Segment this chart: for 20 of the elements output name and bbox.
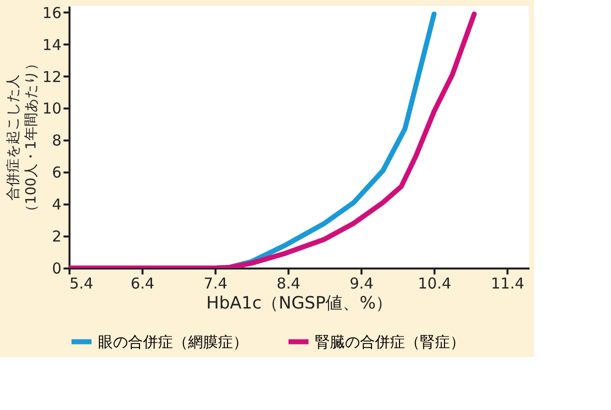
x-tick-label: 5.4 <box>70 274 94 292</box>
x-tick-label: 8.4 <box>276 274 300 292</box>
x-axis-title: HbA1c（NGSP値、%） <box>206 294 393 314</box>
x-tick-label: 11.4 <box>490 274 524 292</box>
y-tick-label: 12 <box>42 68 62 86</box>
legend-label: 腎臓の合併症（腎症） <box>315 332 465 351</box>
y-tick-label: 2 <box>52 228 62 246</box>
y-tick-label: 8 <box>52 132 62 150</box>
y-tick-label: 0 <box>52 260 62 278</box>
x-tick-label: 9.4 <box>350 274 374 292</box>
legend-label: 眼の合併症（網膜症） <box>98 332 248 351</box>
y-axis-title: 合併症を起こした人（100人・1年間あたり） <box>5 56 40 218</box>
y-tick-label: 14 <box>42 36 62 54</box>
y-tick-label: 4 <box>52 196 62 214</box>
y-tick-label: 10 <box>42 100 62 118</box>
y-tick-label: 16 <box>42 4 62 22</box>
x-tick-label: 10.4 <box>418 274 452 292</box>
x-tick-label: 7.4 <box>204 274 228 292</box>
y-tick-label: 6 <box>52 164 62 182</box>
x-tick-label: 6.4 <box>130 274 154 292</box>
